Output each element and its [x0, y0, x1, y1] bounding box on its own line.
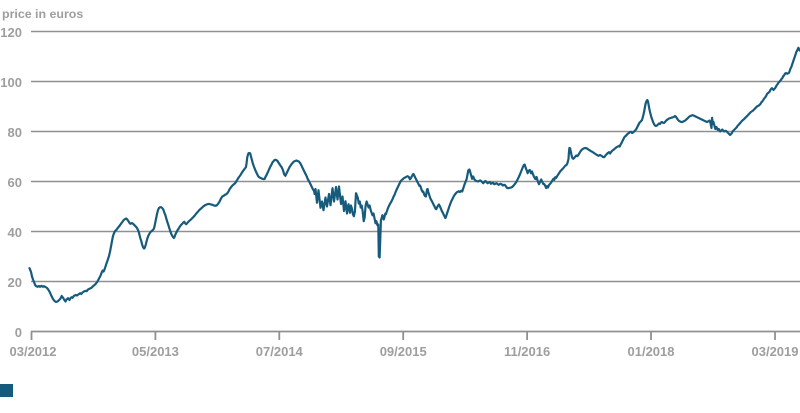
svg-text:07/2014: 07/2014 [256, 344, 304, 359]
svg-text:03/2019: 03/2019 [752, 344, 799, 359]
svg-text:0: 0 [15, 325, 22, 340]
svg-text:price in euros: price in euros [2, 7, 83, 21]
svg-text:80: 80 [8, 125, 22, 140]
svg-text:01/2018: 01/2018 [628, 344, 675, 359]
svg-text:120: 120 [0, 25, 22, 40]
svg-text:11/2016: 11/2016 [504, 344, 550, 359]
svg-text:20: 20 [8, 275, 22, 290]
svg-text:40: 40 [8, 225, 22, 240]
svg-text:60: 60 [8, 175, 22, 190]
svg-text:03/2012: 03/2012 [10, 344, 57, 359]
svg-text:09/2015: 09/2015 [380, 344, 427, 359]
svg-text:05/2013: 05/2013 [132, 344, 179, 359]
svg-text:100: 100 [0, 75, 22, 90]
